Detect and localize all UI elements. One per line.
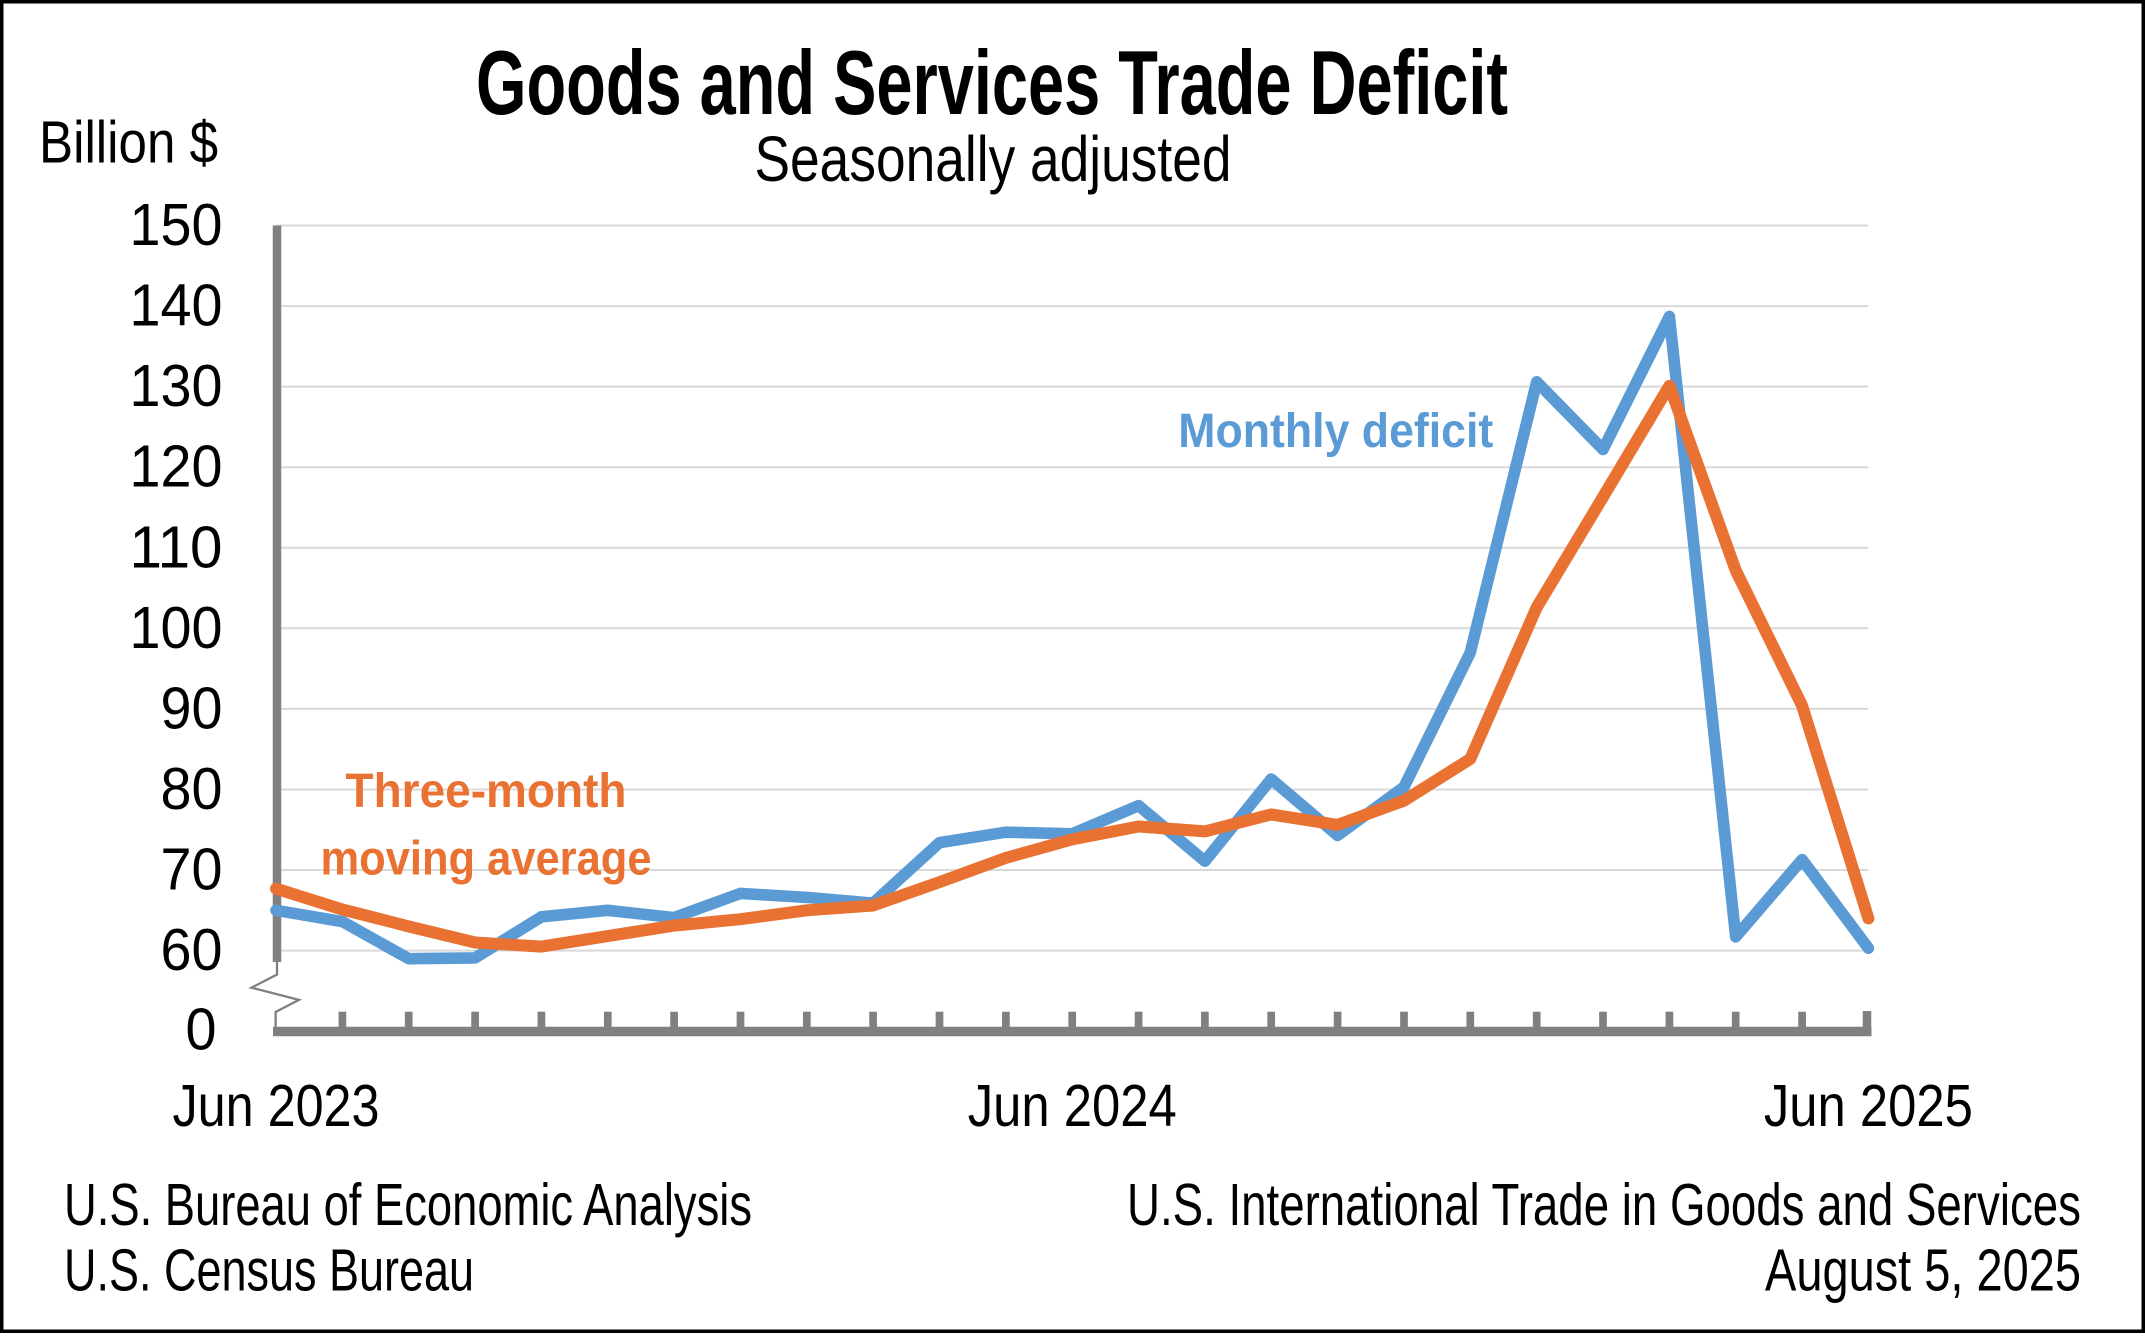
svg-text:Monthly deficit: Monthly deficit [1178,405,1493,458]
svg-text:Jun 2025: Jun 2025 [1764,1072,1973,1139]
svg-text:U.S. International Trade in Go: U.S. International Trade in Goods and Se… [1127,1171,2081,1238]
svg-text:90: 90 [161,674,223,741]
svg-text:August 5, 2025: August 5, 2025 [1765,1237,2081,1304]
svg-text:Jun 2023: Jun 2023 [173,1072,380,1139]
svg-text:Goods and Services Trade Defic: Goods and Services Trade Deficit [476,33,1508,134]
svg-text:0: 0 [186,996,217,1063]
svg-text:U.S. Census Bureau: U.S. Census Bureau [64,1237,474,1304]
svg-text:U.S. Bureau of Economic Analys: U.S. Bureau of Economic Analysis [64,1171,752,1238]
svg-text:110: 110 [130,513,223,580]
svg-text:Billion $: Billion $ [39,109,218,176]
svg-text:100: 100 [130,594,223,661]
svg-text:moving average: moving average [321,832,652,885]
svg-text:120: 120 [130,433,223,500]
svg-text:150: 150 [130,191,223,258]
svg-text:70: 70 [161,836,223,903]
svg-text:Jun 2024: Jun 2024 [968,1072,1177,1139]
svg-text:130: 130 [130,352,223,419]
svg-text:Three-month: Three-month [346,765,627,818]
svg-text:Seasonally adjusted: Seasonally adjusted [755,123,1232,195]
svg-text:80: 80 [161,755,223,822]
svg-text:60: 60 [161,916,223,983]
svg-text:140: 140 [130,272,223,339]
